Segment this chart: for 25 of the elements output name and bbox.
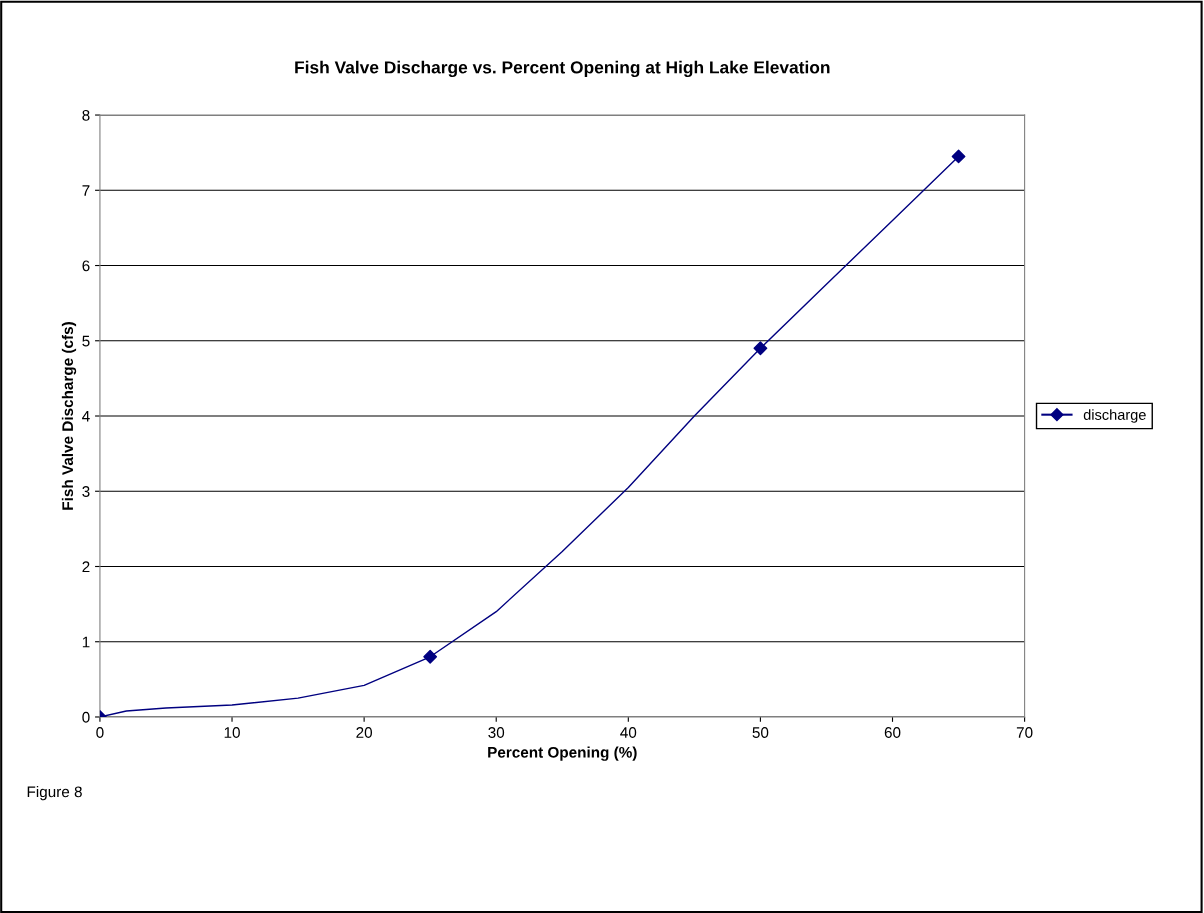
point [753,341,768,356]
caption: Figure 8 [27,785,82,801]
x-tick-label: 60 [884,727,901,738]
y-tick-label: 6 [82,260,90,272]
x-tick-label: 40 [620,727,637,738]
y-tick-label: 8 [82,109,90,121]
x-axis-title: Percent Opening (%) [488,746,637,761]
y-tick-label: 2 [82,561,90,573]
point [423,649,438,664]
x-tick-label: 20 [356,727,373,738]
chart-title: Fish Valve Discharge vs. Percent Opening at High Lake Elevation [295,60,830,78]
y-tick-label: 3 [82,486,90,497]
x-tick-label: 70 [1016,727,1033,738]
x-tick-label: 30 [488,727,505,738]
y-tick-label: 0 [82,711,90,723]
x-tick-label: 10 [224,727,240,738]
y-axis-title: Fish Valve Discharge (cfs) [61,322,77,510]
y-tick-label: 7 [82,185,90,196]
y-tick-label: 1 [82,636,90,648]
legend-label: discharge [1083,409,1146,423]
y-tick-label: 4 [82,411,90,422]
y-tick-label: 5 [82,335,90,347]
x-tick-label: 50 [752,727,769,738]
point [951,149,966,164]
x-tick-label: 0 [96,727,104,738]
